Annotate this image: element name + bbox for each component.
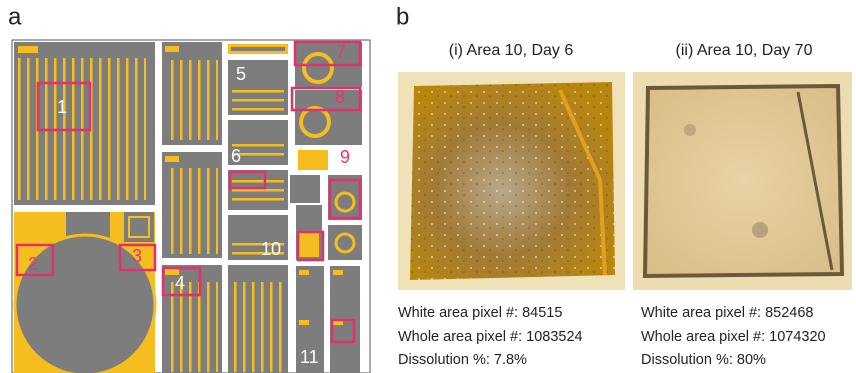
image-caption: (i) Area 10, Day 6 <box>449 42 574 59</box>
panel-label: a <box>8 3 22 30</box>
region-label: 2 <box>28 254 38 274</box>
result-line: White area pixel #: 852468 <box>641 305 814 321</box>
region-label: 7 <box>336 42 346 62</box>
region-label: 3 <box>132 246 142 266</box>
layout-drawing <box>12 40 370 373</box>
panel-label: b <box>396 3 409 30</box>
region-label: 1 <box>57 97 67 117</box>
region-label: 6 <box>231 146 241 166</box>
region-label: 10 <box>261 239 281 259</box>
micrograph <box>633 72 852 290</box>
region-label: 8 <box>335 87 345 107</box>
figure: a <box>0 0 856 373</box>
region-label: 5 <box>236 64 246 84</box>
region-label: 11 <box>300 347 319 367</box>
micrograph <box>398 72 625 290</box>
region-label: 9 <box>340 147 350 167</box>
image-caption: (ii) Area 10, Day 70 <box>676 42 813 59</box>
result-line: Dissolution %: 80% <box>641 352 766 368</box>
result-line: White area pixel #: 84515 <box>398 305 562 321</box>
result-line: Whole area pixel #: 1083524 <box>398 329 583 345</box>
region-label: 4 <box>175 273 185 293</box>
result-line: Dissolution %: 7.8% <box>398 352 527 368</box>
result-line: Whole area pixel #: 1074320 <box>641 329 826 345</box>
